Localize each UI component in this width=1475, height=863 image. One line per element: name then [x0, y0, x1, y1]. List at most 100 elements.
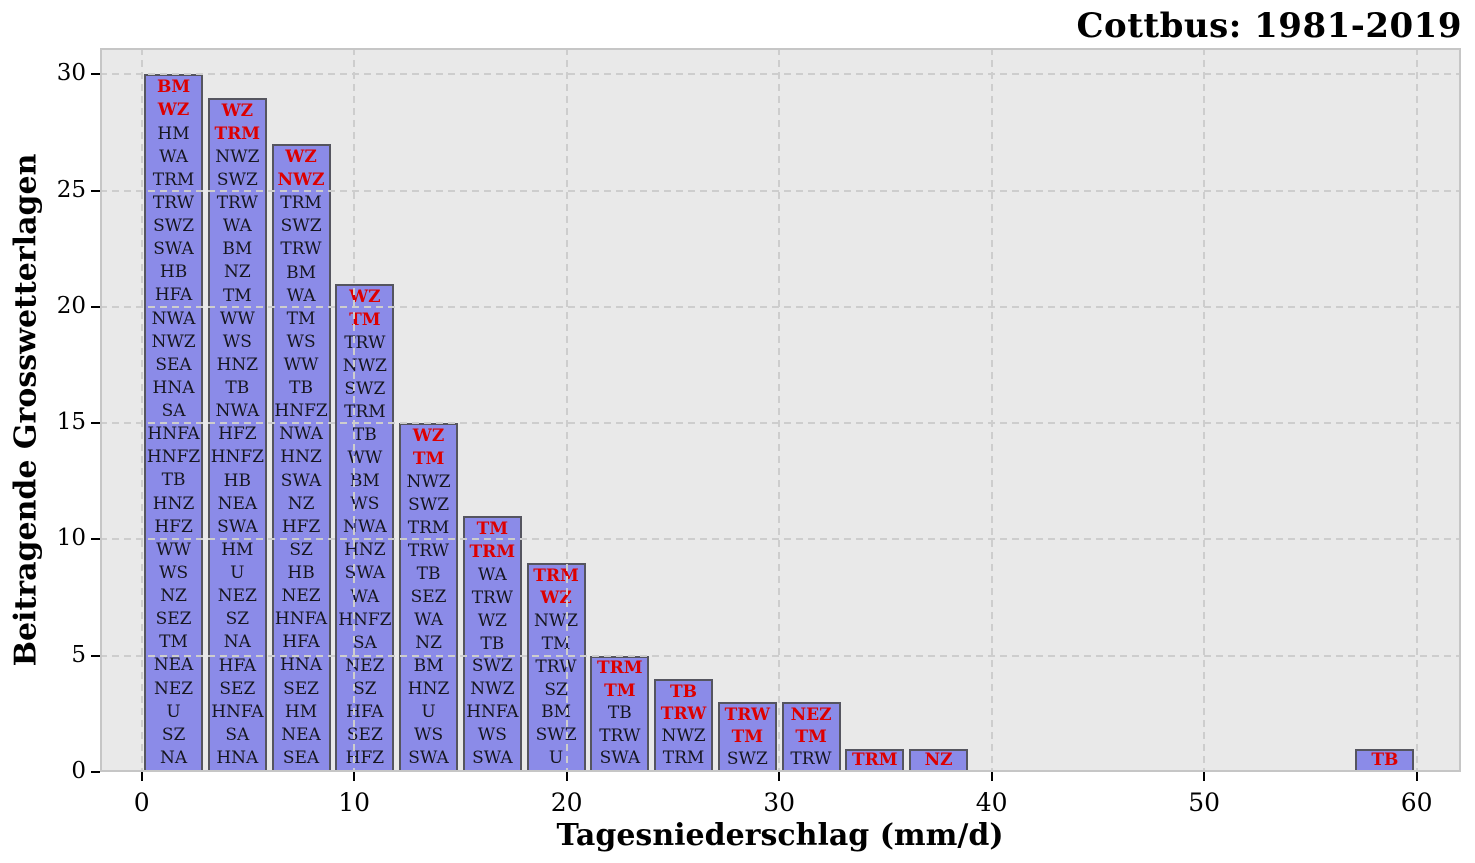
y-tick-5 — [91, 654, 100, 657]
gwl-label: HFZ — [154, 516, 193, 537]
gwl-label: TRM — [597, 658, 643, 679]
gwl-label: TB — [416, 564, 441, 585]
gwl-label: WZ — [157, 100, 190, 121]
gwl-label: NEA — [217, 493, 258, 514]
gwl-label: WZ — [540, 588, 572, 609]
gwl-label: WS — [477, 725, 507, 746]
gwl-label: BM — [541, 702, 571, 723]
gwl-label: HNA — [152, 377, 195, 398]
gwl-label: HFA — [154, 285, 193, 306]
x-tick-label-60: 60 — [1400, 788, 1433, 817]
gwl-label: WW — [283, 355, 319, 376]
gwl-label: HM — [157, 123, 190, 144]
gwl-label: NWZ — [151, 331, 196, 352]
gwl-label: SA — [225, 724, 250, 745]
gwl-label: TM — [222, 285, 252, 306]
y-tick-30 — [91, 73, 100, 76]
gwl-label: TRM — [533, 565, 579, 586]
gridline-y-30 — [100, 73, 1461, 76]
plot-area: BM WZ HM WA TRM TRW SWZ SWA HB HFA NWA NWZ SEA HNA SA H… — [57, 48, 1461, 817]
gwl-label: SWA — [472, 748, 513, 769]
gwl-label: HNZ — [280, 447, 322, 468]
gwl-label: TB — [607, 703, 632, 724]
gwl-label: NA — [159, 747, 188, 768]
gwl-label: TM — [412, 449, 445, 470]
y-tick-label-25: 25 — [56, 176, 86, 203]
gwl-label: WW — [156, 539, 192, 560]
gwl-label: TB — [352, 425, 377, 445]
gwl-label: NZ — [287, 493, 315, 514]
gwl-label: SWA — [217, 516, 258, 537]
gwl-label: BM — [222, 239, 253, 260]
gwl-label: WZ — [477, 610, 507, 631]
gwl-label: WZ — [349, 286, 381, 307]
x-tick-60 — [1415, 772, 1418, 781]
gwl-label: HFZ — [345, 748, 385, 769]
gwl-label: SZ — [353, 678, 377, 699]
gwl-label: HM — [221, 539, 254, 560]
gwl-label: WA — [286, 285, 316, 306]
gwl-label: WS — [222, 331, 252, 352]
gwl-label: BM — [349, 471, 380, 492]
x-tick-50 — [1203, 772, 1206, 781]
gwl-label: HNFA — [147, 424, 200, 445]
gwl-label: U — [230, 563, 245, 584]
gwl-label: NZ — [924, 749, 953, 770]
gwl-label: TRM — [280, 193, 322, 214]
gwl-label: SWA — [280, 470, 322, 491]
x-tick-30 — [778, 772, 781, 781]
gridline-x-10 — [353, 48, 356, 772]
gwl-label: HFZ — [281, 516, 321, 537]
gwl-label: HNFZ — [146, 447, 201, 468]
gridline-y-25 — [100, 189, 1461, 192]
gwl-label: TRW — [152, 192, 195, 213]
gwl-label: HNFA — [274, 609, 328, 630]
histogram-bar: NZ — [909, 748, 969, 772]
gwl-label: SWZ — [216, 169, 258, 190]
gridline-x-0 — [140, 48, 143, 772]
gwl-label: WS — [350, 494, 380, 515]
gwl-label: SEA — [155, 354, 192, 375]
histogram-bar: WZ TRM NWZ SWZ TRW WA BM NZ TM WW WS HNZ TB NWA HFZ HNF… — [207, 97, 267, 772]
gwl-label: TRW — [535, 656, 577, 677]
x-tick-label-10: 10 — [338, 788, 371, 817]
gwl-label: SEZ — [155, 609, 192, 630]
gwl-label: HNA — [280, 655, 323, 676]
gwl-label: WW — [347, 448, 383, 469]
x-tick-label-50: 50 — [1188, 788, 1221, 817]
gwl-label: TM — [795, 726, 827, 747]
gwl-label: TB — [480, 633, 505, 654]
gwl-label: WA — [350, 586, 380, 607]
gwl-label: NWZ — [406, 472, 451, 493]
y-tick-25 — [91, 189, 100, 192]
gwl-label: NWZ — [533, 611, 579, 632]
gwl-label: U — [548, 748, 564, 769]
y-tick-label-5: 5 — [71, 641, 86, 668]
gwl-label: TRW — [790, 748, 832, 769]
gwl-label: TRW — [724, 704, 771, 725]
gwl-label: SZ — [289, 539, 313, 560]
gwl-label: NWA — [279, 424, 323, 445]
gwl-label: NWA — [151, 308, 196, 329]
gwl-label: SWA — [599, 748, 641, 769]
histogram-bar: TB TRW NWZ TRM — [654, 679, 714, 772]
chart-title: Cottbus: 1981-2019 — [1076, 6, 1462, 46]
gwl-label: SWA — [408, 748, 449, 769]
gwl-label: HFA — [282, 632, 320, 653]
gridline-y-10 — [100, 538, 1461, 541]
gwl-label: HNFZ — [274, 401, 328, 422]
y-tick-0 — [91, 771, 100, 773]
x-axis-label: Tagesniederschlag (mm/d) — [556, 818, 1004, 853]
gwl-label: HNZ — [407, 679, 450, 700]
gwl-label: NZ — [415, 633, 442, 654]
histogram-bar: WZ TM NWZ SWZ TRM TRW TB SEZ WA NZ BM HNZ U WS SWA — [399, 423, 459, 772]
gwl-label: TRW — [407, 541, 450, 562]
y-tick-20 — [91, 305, 100, 308]
gwl-label: U — [166, 701, 181, 722]
gwl-label: TM — [731, 726, 764, 747]
histogram-bar: NEZ TM TRW — [781, 702, 841, 772]
x-tick-0 — [140, 772, 143, 781]
gwl-label: WW — [219, 308, 255, 329]
gwl-label: TRM — [152, 169, 195, 190]
gwl-label: NWZ — [277, 170, 325, 191]
